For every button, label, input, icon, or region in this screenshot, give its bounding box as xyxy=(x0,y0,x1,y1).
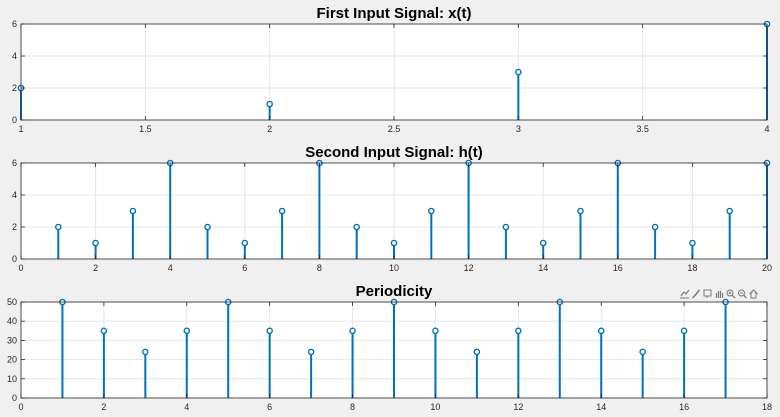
x-tick-label: 2 xyxy=(267,124,272,134)
stem-marker[interactable] xyxy=(100,327,108,335)
stem-marker[interactable] xyxy=(266,100,273,108)
y-tick-label: 30 xyxy=(7,335,17,345)
x-tick-label: 20 xyxy=(762,263,772,273)
stem-marker[interactable] xyxy=(680,327,688,335)
y-tick-label: 0 xyxy=(12,393,17,403)
stem-marker[interactable] xyxy=(639,348,646,356)
home-icon[interactable] xyxy=(748,288,759,299)
x-tick-label: 2.5 xyxy=(388,124,401,134)
stem-marker[interactable] xyxy=(726,207,734,215)
y-tick-label: 0 xyxy=(12,254,17,264)
export-icon[interactable] xyxy=(679,288,690,299)
x-tick-label: 10 xyxy=(430,402,440,412)
zoom-in-icon[interactable] xyxy=(725,288,736,299)
stem-marker[interactable] xyxy=(689,239,696,247)
stem-marker[interactable] xyxy=(473,348,481,356)
stem-marker[interactable] xyxy=(266,327,273,335)
axes-box xyxy=(20,301,768,399)
stem-marker[interactable] xyxy=(142,348,149,356)
x-tick-label: 4 xyxy=(184,402,189,412)
x-tick-label: 3.5 xyxy=(636,124,649,134)
y-tick-label: 2 xyxy=(12,83,17,93)
x-tick-label: 1 xyxy=(18,124,23,134)
x-tick-label: 6 xyxy=(242,263,247,273)
x-tick-label: 18 xyxy=(762,402,772,412)
x-tick-label: 16 xyxy=(679,402,689,412)
stem-marker[interactable] xyxy=(278,207,286,215)
y-tick-label: 6 xyxy=(12,19,17,29)
x-tick-label: 2 xyxy=(101,402,106,412)
x-tick-label: 0 xyxy=(18,263,23,273)
datatip-icon[interactable] xyxy=(702,288,713,299)
subplot-2: 0 2 4 6 8 10 12 14 16 18 20 0 2 4 6 Second Input Signal… xyxy=(12,144,772,273)
stem-marker[interactable] xyxy=(353,223,361,231)
x-tick-label: 1.5 xyxy=(139,124,152,134)
x-tick-label: 14 xyxy=(538,263,548,273)
x-tick-label: 4 xyxy=(168,263,173,273)
y-tick-label: 20 xyxy=(7,355,17,365)
x-tick-label: 2 xyxy=(93,263,98,273)
pan-icon[interactable] xyxy=(714,288,725,299)
stem-marker[interactable] xyxy=(390,239,398,247)
stem-marker[interactable] xyxy=(502,223,510,231)
y-tick-label: 0 xyxy=(12,115,17,125)
stem-marker[interactable] xyxy=(427,207,435,215)
x-tick-label: 6 xyxy=(267,402,272,412)
x-tick-label: 3 xyxy=(516,124,521,134)
chart-title: Second Input Signal: h(t) xyxy=(305,144,482,161)
x-tick-label: 0 xyxy=(18,402,23,412)
subplot-1: 1 1.5 2 2.5 3 3.5 4 0 2 4 6 First Input Signal: x(t… xyxy=(12,5,771,134)
stem-marker[interactable] xyxy=(204,223,211,231)
x-tick-label: 8 xyxy=(317,263,322,273)
x-tick-label: 12 xyxy=(464,263,474,273)
stem-marker[interactable] xyxy=(651,223,659,231)
y-tick-label: 4 xyxy=(12,51,17,61)
subplot-3: 0 2 4 6 8 10 12 14 16 18 0 10 20 30 40 50 Periodicity xyxy=(7,283,772,412)
x-tick-label: 10 xyxy=(389,263,399,273)
chart-title: First Input Signal: x(t) xyxy=(317,5,472,22)
stem-marker[interactable] xyxy=(241,239,249,247)
stem-marker[interactable] xyxy=(307,348,315,356)
stem-marker[interactable] xyxy=(597,327,605,335)
y-tick-label: 10 xyxy=(7,374,17,384)
x-tick-label: 12 xyxy=(513,402,523,412)
y-tick-label: 4 xyxy=(12,190,17,200)
x-tick-label: 4 xyxy=(764,124,769,134)
stem-marker[interactable] xyxy=(539,239,547,247)
axes-toolbar xyxy=(679,288,759,299)
y-tick-label: 6 xyxy=(12,158,17,168)
zoom-out-icon[interactable] xyxy=(737,288,748,299)
y-tick-label: 50 xyxy=(7,297,17,307)
y-tick-label: 40 xyxy=(7,316,17,326)
x-tick-label: 8 xyxy=(350,402,355,412)
brush-icon[interactable] xyxy=(691,288,702,299)
stem-marker[interactable] xyxy=(515,327,522,335)
stem-marker[interactable] xyxy=(129,207,137,215)
stem-marker[interactable] xyxy=(577,207,584,215)
x-tick-label: 18 xyxy=(687,263,697,273)
x-tick-label: 14 xyxy=(596,402,606,412)
stem-marker[interactable] xyxy=(92,239,99,247)
stem-marker[interactable] xyxy=(349,327,356,335)
stem-marker[interactable] xyxy=(515,68,522,76)
y-tick-label: 2 xyxy=(12,222,17,232)
x-tick-label: 16 xyxy=(613,263,623,273)
stem-marker[interactable] xyxy=(55,223,62,231)
stem-marker[interactable] xyxy=(432,327,439,335)
chart-title: Periodicity xyxy=(356,283,433,300)
stem-marker[interactable] xyxy=(183,327,191,335)
